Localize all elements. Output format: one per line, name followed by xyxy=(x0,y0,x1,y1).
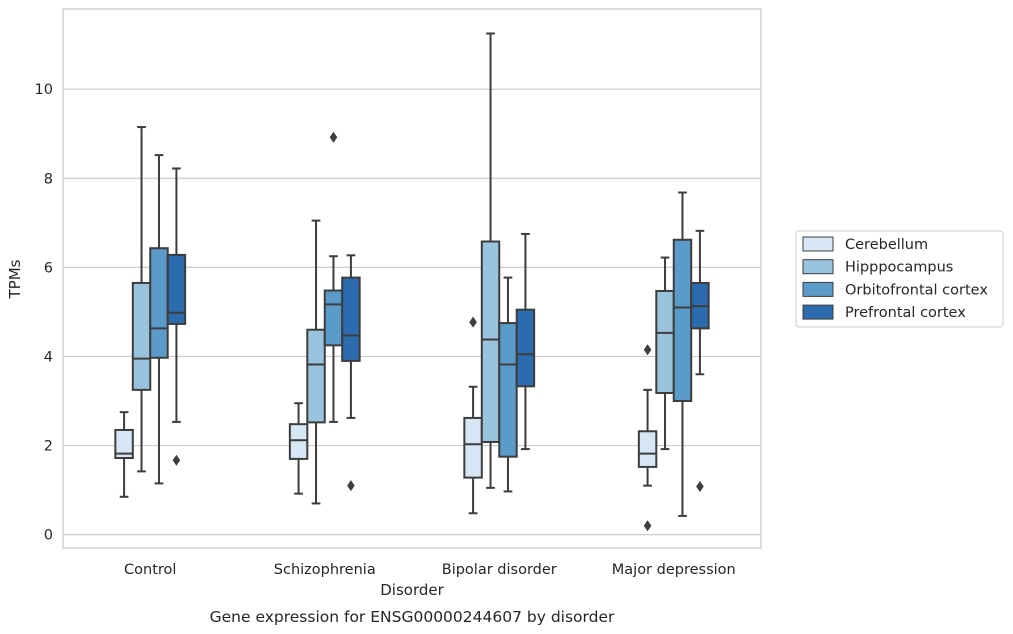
x-tick-labels: Control Schizophrenia Bipolar disorder Majo… xyxy=(124,562,736,578)
outlier-point xyxy=(172,454,181,466)
box-series xyxy=(114,32,710,532)
legend-swatch xyxy=(802,281,834,297)
box xyxy=(114,428,134,460)
x-tick-label: Bipolar disorder xyxy=(442,562,557,578)
box xyxy=(463,416,483,479)
x-tick-label: Control xyxy=(124,562,176,578)
outlier-point xyxy=(347,480,355,492)
box xyxy=(515,308,536,388)
legend-frame xyxy=(795,230,1004,328)
x-tick-label: Schizophrenia xyxy=(274,562,376,578)
legend-swatch xyxy=(802,236,834,252)
legend-label: Prefrontal cortex xyxy=(845,305,966,321)
box xyxy=(288,423,309,460)
box xyxy=(166,253,187,325)
y-tick-label: 4 xyxy=(44,349,53,365)
x-axis-label: Disorder xyxy=(380,581,444,599)
box xyxy=(480,240,501,443)
box xyxy=(149,247,169,359)
box-group xyxy=(463,316,483,515)
y-tick-labels: 0 2 4 6 8 10 xyxy=(35,82,53,543)
box-group xyxy=(637,344,658,532)
box-group xyxy=(690,229,710,493)
box xyxy=(655,289,675,394)
box-group xyxy=(306,219,326,505)
legend-label: Cerebellum xyxy=(845,237,928,253)
box xyxy=(341,276,361,362)
box-group xyxy=(655,256,675,451)
outlier-point xyxy=(329,131,338,143)
box-group xyxy=(498,276,518,493)
outlier-point xyxy=(469,316,477,328)
box-group xyxy=(288,402,309,495)
box-group xyxy=(166,167,187,466)
y-tick-label: 2 xyxy=(44,439,53,455)
box xyxy=(498,322,518,458)
outlier-point xyxy=(643,344,652,356)
y-tick-label: 0 xyxy=(44,528,53,544)
legend-label: Hipppocampus xyxy=(845,260,953,276)
box-group xyxy=(114,411,134,498)
box xyxy=(637,430,658,468)
y-tick-label: 6 xyxy=(44,260,53,276)
y-tick-label: 10 xyxy=(35,82,53,98)
legend-label: Orbitofrontal cortex xyxy=(845,282,988,298)
chart-caption: Gene expression for ENSG00000244607 by d… xyxy=(210,608,615,626)
outlier-point xyxy=(643,520,652,532)
box xyxy=(323,289,344,347)
box xyxy=(306,328,326,424)
legend: Cerebellum Hipppocampus Orbitofrontal cort… xyxy=(795,230,1004,328)
box-group xyxy=(515,232,536,451)
box xyxy=(672,238,693,402)
box-group xyxy=(672,191,693,517)
y-tick-label: 8 xyxy=(44,171,53,187)
outlier-point xyxy=(696,481,704,493)
y-axis-label: TPMs xyxy=(6,259,24,299)
legend-swatch xyxy=(802,259,834,275)
legend-swatch xyxy=(802,304,834,320)
box-group xyxy=(341,254,361,492)
box xyxy=(131,281,152,391)
x-tick-label: Major depression xyxy=(612,562,736,578)
